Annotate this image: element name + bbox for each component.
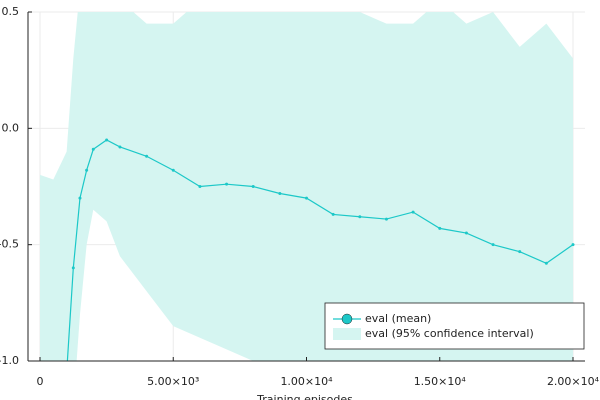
legend-label: eval (95% confidence interval)	[365, 327, 534, 340]
point	[278, 191, 282, 195]
legend-swatch	[333, 328, 361, 340]
point	[491, 243, 495, 247]
legend-label: eval (mean)	[365, 312, 431, 325]
point	[225, 182, 229, 186]
axes-layer: 0.5 0.0 -0.5 -1.0 0 5.00×10³ 1.00×10⁴ 1.50×10⁴ 2…	[0, 5, 600, 388]
point	[85, 168, 89, 172]
legend-marker	[341, 313, 353, 325]
point	[171, 168, 175, 172]
point	[145, 154, 149, 158]
point	[105, 138, 109, 142]
point	[71, 266, 75, 270]
point	[331, 212, 335, 216]
point	[438, 226, 442, 230]
point	[384, 217, 388, 221]
point	[65, 371, 68, 374]
confidence-band	[39, 12, 574, 361]
x-tick-label: 5.00×10³	[147, 375, 199, 388]
legend-box	[324, 302, 585, 350]
point	[305, 196, 308, 200]
point	[518, 250, 522, 254]
y-tick-label: 0.5	[2, 5, 20, 18]
point	[52, 394, 55, 397]
point	[571, 243, 575, 247]
point	[464, 231, 468, 235]
plot-area	[39, 12, 575, 397]
x-tick-label: 1.00×10⁴	[280, 375, 333, 388]
y-tick-label: 0.0	[2, 121, 20, 134]
x-axis-label: Training episodes	[256, 393, 353, 400]
point	[358, 215, 362, 219]
y-tick-label: -1.0	[0, 354, 19, 367]
point	[251, 185, 255, 188]
point	[411, 210, 415, 214]
point	[91, 147, 95, 151]
y-tick-label: -0.5	[0, 238, 19, 251]
point	[78, 196, 82, 200]
x-tick-label: 2.00×10⁴	[547, 375, 600, 388]
point	[198, 185, 202, 188]
point	[118, 145, 122, 149]
x-tick-label: 1.50×10⁴	[414, 375, 467, 388]
mean-line	[66, 139, 574, 361]
point	[544, 261, 548, 265]
x-tick-label: 0	[36, 375, 43, 388]
